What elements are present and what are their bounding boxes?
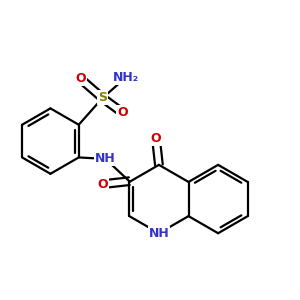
- Text: S: S: [98, 92, 107, 104]
- Text: NH: NH: [148, 227, 169, 240]
- Text: NH: NH: [95, 152, 116, 165]
- Text: O: O: [75, 72, 86, 85]
- Text: O: O: [97, 178, 108, 191]
- Text: O: O: [151, 132, 161, 145]
- Text: O: O: [117, 106, 128, 119]
- Text: NH₂: NH₂: [113, 71, 140, 84]
